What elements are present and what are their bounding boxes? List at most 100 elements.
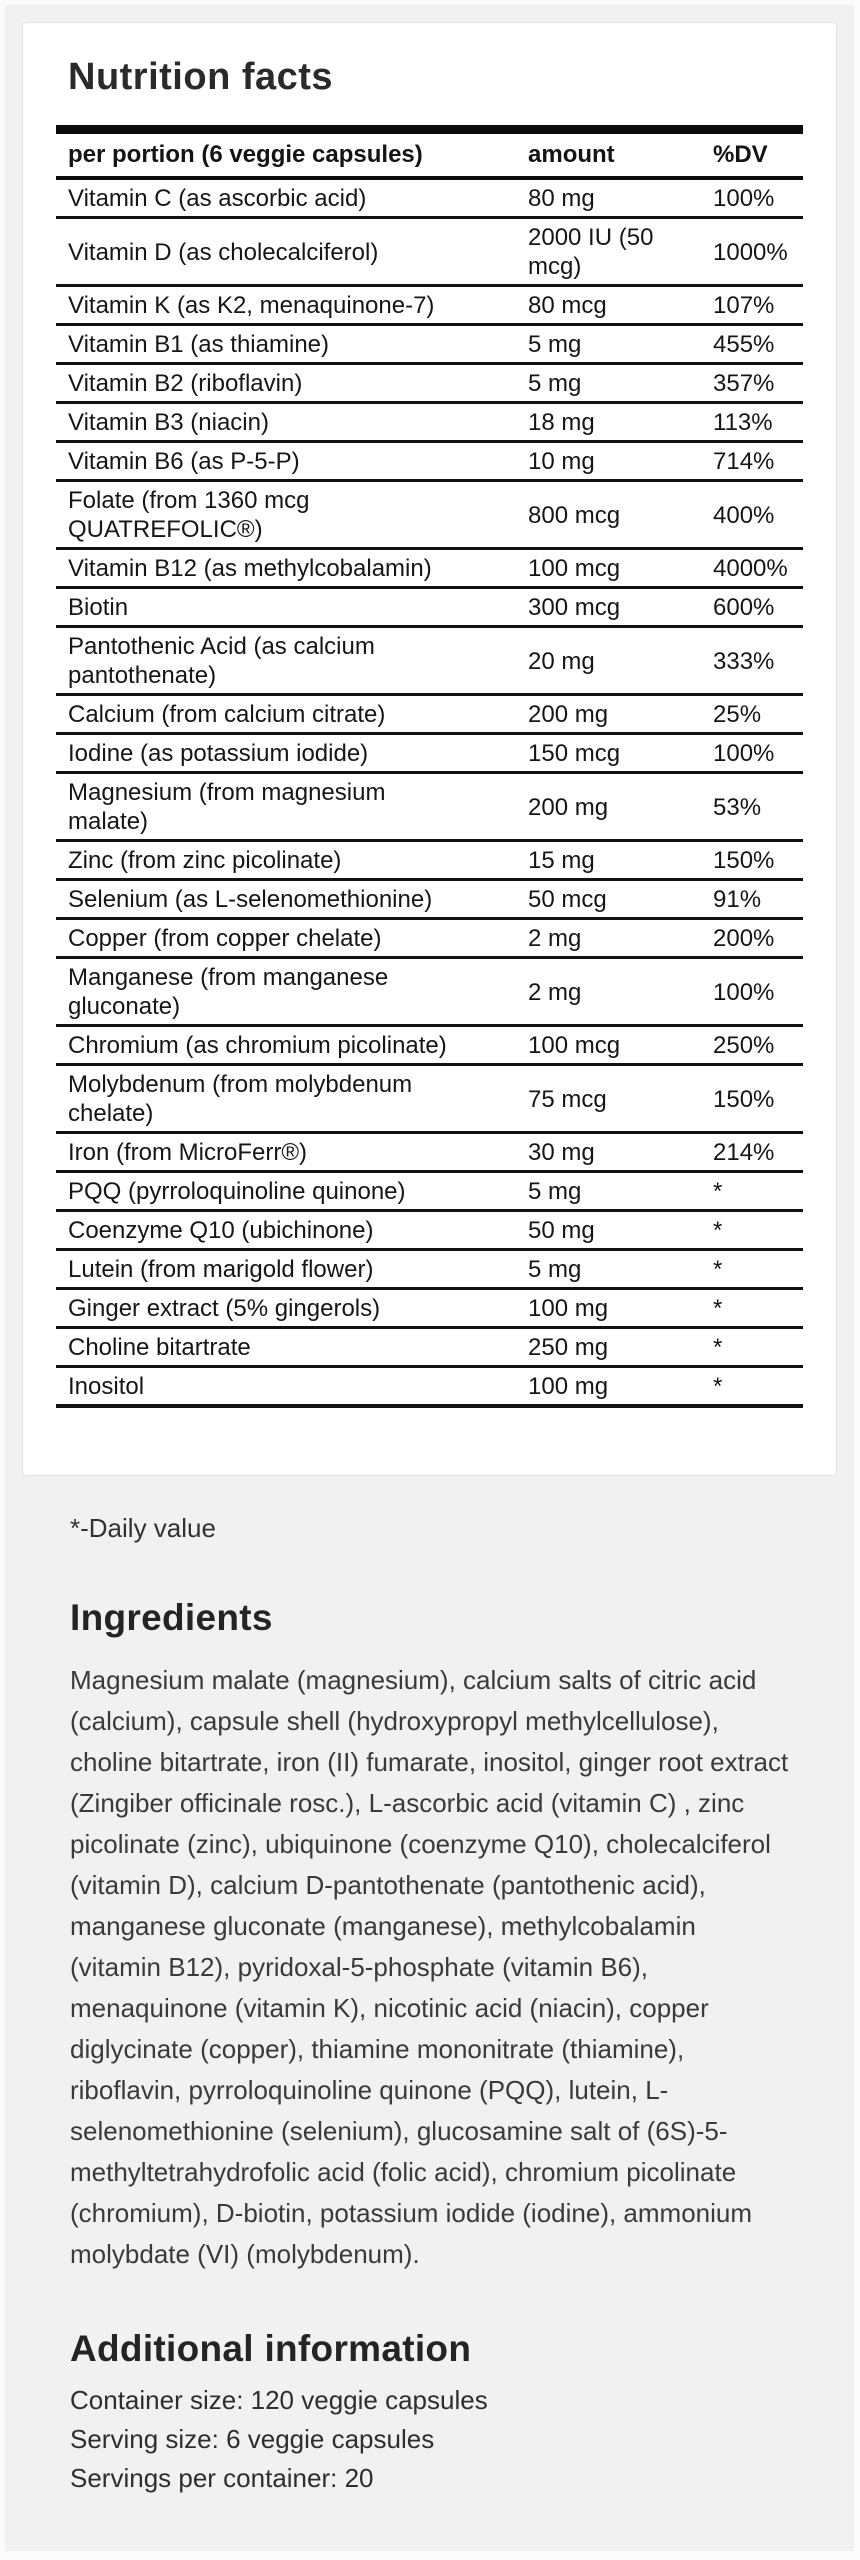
- nutrient-dv: *: [701, 1249, 803, 1290]
- info-line: Serving size: 6 veggie capsules: [70, 2424, 435, 2454]
- info-line: Container size: 120 veggie capsules: [70, 2385, 488, 2415]
- nutrient-name: PQQ (pyrroloquinoline quinone): [56, 1171, 516, 1212]
- nutrient-name: Inositol: [56, 1366, 516, 1408]
- nutrient-amount: 200 mg: [516, 694, 701, 735]
- ingredients-title: Ingredients: [70, 1597, 273, 1638]
- table-row: Vitamin C (as ascorbic acid) 80 mg 100%: [56, 178, 803, 219]
- nutrient-amount: 100 mcg: [516, 548, 701, 589]
- nutrient-name: Folate (from 1360 mcg QUATREFOLIC®): [56, 480, 516, 550]
- nutrient-amount: 800 mcg: [516, 480, 701, 550]
- nutrient-dv: 100%: [701, 733, 803, 774]
- nutrient-amount: 150 mcg: [516, 733, 701, 774]
- nutrient-dv: 150%: [701, 1064, 803, 1134]
- nutrient-name: Vitamin B12 (as methylcobalamin): [56, 548, 516, 589]
- nutrient-name: Vitamin B3 (niacin): [56, 402, 516, 443]
- nutrient-dv: *: [701, 1327, 803, 1368]
- nutrient-dv: 214%: [701, 1132, 803, 1173]
- ingredients-text: Magnesium malate (magnesium), calcium sa…: [70, 1665, 789, 2269]
- nutrient-dv: 600%: [701, 587, 803, 628]
- nutrient-name: Choline bitartrate: [56, 1327, 516, 1368]
- table-row: Chromium (as chromium picolinate) 100 mcg…: [56, 1025, 803, 1066]
- nutrient-name: Vitamin B1 (as thiamine): [56, 324, 516, 365]
- nutrient-amount: 300 mcg: [516, 587, 701, 628]
- table-row: Selenium (as L-selenomethionine) 50 mcg 91…: [56, 879, 803, 920]
- nutrient-name: Coenzyme Q10 (ubichinone): [56, 1210, 516, 1251]
- nutrient-amount: 5 mg: [516, 1171, 701, 1212]
- table-row: Copper (from copper chelate) 2 mg 200%: [56, 918, 803, 959]
- nutrient-name: Iron (from MicroFerr®): [56, 1132, 516, 1173]
- nutrient-dv: 113%: [701, 402, 803, 443]
- nutrient-name: Iodine (as potassium iodide): [56, 733, 516, 774]
- table-row: Inositol 100 mg *: [56, 1366, 803, 1408]
- nutrient-name: Vitamin D (as cholecalciferol): [56, 217, 516, 287]
- table-row: Coenzyme Q10 (ubichinone) 50 mg *: [56, 1210, 803, 1251]
- table-row: Ginger extract (5% gingerols) 100 mg *: [56, 1288, 803, 1329]
- nutrient-dv: 100%: [701, 957, 803, 1027]
- table-row: Manganese (from manganese gluconate) 2 mg…: [56, 957, 803, 1027]
- nutrient-name: Vitamin C (as ascorbic acid): [56, 178, 516, 219]
- nutrient-amount: 2 mg: [516, 918, 701, 959]
- table-row: Folate (from 1360 mcg QUATREFOLIC®) 800 m…: [56, 480, 803, 550]
- nutrient-amount: 10 mg: [516, 441, 701, 482]
- nutrition-facts-table: per portion (6 veggie capsules) amount %…: [56, 125, 803, 1408]
- table-row: Magnesium (from magnesium malate) 200 mg 5…: [56, 772, 803, 842]
- nutrition-table-head: per portion (6 veggie capsules) amount %…: [56, 129, 803, 180]
- nutrient-dv: 100%: [701, 178, 803, 219]
- nutrient-name: Selenium (as L-selenomethionine): [56, 879, 516, 920]
- nutrient-name: Magnesium (from magnesium malate): [56, 772, 516, 842]
- nutrient-name: Vitamin B2 (riboflavin): [56, 363, 516, 404]
- nutrient-name: Pantothenic Acid (as calcium pantothenat…: [56, 626, 516, 696]
- table-row: Lutein (from marigold flower) 5 mg *: [56, 1249, 803, 1290]
- nutrient-dv: 250%: [701, 1025, 803, 1066]
- nutrient-dv: *: [701, 1288, 803, 1329]
- nutrient-name: Manganese (from manganese gluconate): [56, 957, 516, 1027]
- nutrient-dv: 91%: [701, 879, 803, 920]
- header-amount: amount: [516, 129, 701, 180]
- nutrient-dv: 107%: [701, 285, 803, 326]
- table-row: Choline bitartrate 250 mg *: [56, 1327, 803, 1368]
- table-row: Zinc (from zinc picolinate) 15 mg 150%: [56, 840, 803, 881]
- header-per-portion: per portion (6 veggie capsules): [56, 129, 516, 180]
- nutrient-amount: 80 mg: [516, 178, 701, 219]
- table-row: PQQ (pyrroloquinoline quinone) 5 mg *: [56, 1171, 803, 1212]
- header-dv: %DV: [701, 129, 803, 180]
- table-row: Vitamin B2 (riboflavin) 5 mg 357%: [56, 363, 803, 404]
- nutrient-dv: *: [701, 1366, 803, 1408]
- nutrient-dv: 1000%: [701, 217, 803, 287]
- table-row: Iron (from MicroFerr®) 30 mg 214%: [56, 1132, 803, 1173]
- lower-section: *-Daily value Ingredients Magnesium mala…: [5, 1476, 854, 2498]
- nutrient-dv: 455%: [701, 324, 803, 365]
- nutrient-amount: 2000 IU (50 mcg): [516, 217, 701, 287]
- table-row: Vitamin B12 (as methylcobalamin) 100 mcg 4…: [56, 548, 803, 589]
- nutrition-table-body: Vitamin C (as ascorbic acid) 80 mg 100% Vit…: [56, 178, 803, 1408]
- nutrient-dv: 200%: [701, 918, 803, 959]
- nutrient-dv: 25%: [701, 694, 803, 735]
- nutrient-name: Molybdenum (from molybdenum chelate): [56, 1064, 516, 1134]
- nutrient-amount: 200 mg: [516, 772, 701, 842]
- table-row: Vitamin B3 (niacin) 18 mg 113%: [56, 402, 803, 443]
- nutrient-amount: 100 mg: [516, 1288, 701, 1329]
- info-line: Servings per container: 20: [70, 2463, 374, 2493]
- nutrient-dv: 400%: [701, 480, 803, 550]
- nutrient-amount: 250 mg: [516, 1327, 701, 1368]
- nutrient-dv: 357%: [701, 363, 803, 404]
- nutrient-name: Zinc (from zinc picolinate): [56, 840, 516, 881]
- table-row: Vitamin D (as cholecalciferol) 2000 IU (5…: [56, 217, 803, 287]
- nutrient-name: Lutein (from marigold flower): [56, 1249, 516, 1290]
- nutrient-name: Chromium (as chromium picolinate): [56, 1025, 516, 1066]
- nutrient-name: Copper (from copper chelate): [56, 918, 516, 959]
- nutrient-amount: 80 mcg: [516, 285, 701, 326]
- nutrient-dv: 150%: [701, 840, 803, 881]
- table-row: Iodine (as potassium iodide) 150 mcg 100%: [56, 733, 803, 774]
- nutrient-amount: 75 mcg: [516, 1064, 701, 1134]
- nutrient-amount: 15 mg: [516, 840, 701, 881]
- nutrient-name: Vitamin B6 (as P-5-P): [56, 441, 516, 482]
- nutrient-amount: 50 mcg: [516, 879, 701, 920]
- nutrient-name: Ginger extract (5% gingerols): [56, 1288, 516, 1329]
- nutrient-amount: 5 mg: [516, 1249, 701, 1290]
- nutrient-amount: 5 mg: [516, 363, 701, 404]
- table-row: Calcium (from calcium citrate) 200 mg 25%: [56, 694, 803, 735]
- nutrient-amount: 20 mg: [516, 626, 701, 696]
- additional-information-lines: Container size: 120 veggie capsules Servi…: [70, 2381, 794, 2498]
